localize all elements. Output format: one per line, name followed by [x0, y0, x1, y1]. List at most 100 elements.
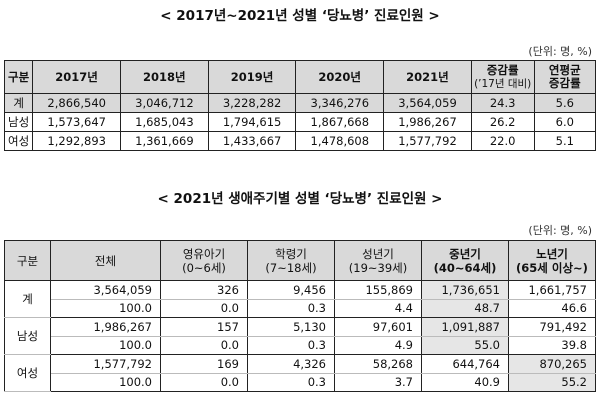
cell-value: 1,573,647	[32, 112, 121, 132]
cell-rate: 24.3	[470, 93, 535, 113]
cell-count: 1,091,887	[421, 317, 509, 337]
table1-header-row: 구분 2017년 2018년 2019년 2020년 2021년 증감률 (’1…	[3, 60, 597, 94]
header-infancy: 영유아기 (0~6세)	[160, 240, 248, 281]
header-middle-age: 중년기 (40~64세)	[421, 240, 509, 281]
cell-percent: 55.0	[421, 335, 509, 355]
cell-count: 9,456	[247, 280, 335, 300]
cell-avg-rate: 5.1	[533, 131, 597, 151]
header-annual-rate-line1: 연평균	[548, 63, 581, 77]
header-group-range: (65세 이상~)	[516, 260, 588, 275]
header-group-name: 중년기	[449, 246, 481, 261]
header-year-2021: 2021년	[383, 60, 472, 94]
yearly-patients-table: 구분 2017년 2018년 2019년 2020년 2021년 증감률 (’1…	[3, 60, 597, 151]
row-label: 여성	[3, 131, 34, 151]
cell-rate: 26.2	[470, 112, 535, 132]
cell-count: 5,130	[247, 317, 335, 337]
header-group-range: (19~39세)	[348, 260, 408, 275]
cell-value: 3,346,276	[295, 93, 385, 113]
header-group-name: 노년기	[536, 246, 568, 261]
table-row: 여성 1,292,893 1,361,669 1,433,667 1,478,6…	[3, 131, 597, 151]
cell-count: 1,661,757	[508, 280, 596, 300]
table-row: 남성 1,573,647 1,685,043 1,794,615 1,867,6…	[3, 112, 597, 132]
header-group-range: (40~64세)	[433, 260, 497, 275]
header-change-rate-basis: (’17년 대비)	[474, 77, 532, 90]
cell-value: 1,433,667	[207, 131, 297, 151]
table1-unit-note: (단위: 명, %)	[528, 45, 592, 58]
cell-value: 1,478,608	[295, 131, 385, 151]
cell-value: 2,866,540	[32, 93, 121, 113]
cell-value: 1,361,669	[119, 131, 209, 151]
cell-count: 326	[160, 280, 248, 300]
header-year-2018: 2018년	[119, 60, 209, 94]
cell-count: 3,564,059	[50, 280, 161, 300]
cell-percent: 3.7	[334, 372, 422, 392]
header-annual-rate-line2: 증감률	[548, 76, 581, 90]
cell-rate: 22.0	[470, 131, 535, 151]
header-year-2019: 2019년	[207, 60, 297, 94]
cell-percent: 0.0	[160, 298, 248, 318]
table-row: 100.0 0.0 0.3 3.7 40.9 55.2	[5, 372, 596, 392]
cell-value: 1,685,043	[119, 112, 209, 132]
cell-value: 1,577,792	[383, 131, 472, 151]
header-adulthood: 성년기 (19~39세)	[334, 240, 422, 281]
cell-count: 157	[160, 317, 248, 337]
header-group-range: (7~18세)	[265, 260, 317, 275]
cell-count: 1,736,651	[421, 280, 509, 300]
table-row: 계 2,866,540 3,046,712 3,228,282 3,346,27…	[3, 93, 597, 113]
cell-value: 1,986,267	[383, 112, 472, 132]
cell-count: 97,601	[334, 317, 422, 337]
row-label: 여성	[4, 354, 51, 392]
cell-percent: 0.0	[160, 335, 248, 355]
cell-percent: 4.4	[334, 298, 422, 318]
header-group-name: 성년기	[362, 246, 394, 261]
lifecycle-patients-table: 구분 전체 영유아기 (0~6세) 학령기 (7~18세) 성년기 (19~39…	[4, 240, 596, 392]
header-group-name: 영유아기	[182, 246, 226, 261]
cell-percent: 55.2	[508, 372, 596, 392]
table2-header-row: 구분 전체 영유아기 (0~6세) 학령기 (7~18세) 성년기 (19~39…	[4, 240, 596, 281]
cell-count: 1,986,267	[50, 317, 161, 337]
cell-percent: 100.0	[50, 372, 161, 392]
row-label: 남성	[3, 112, 34, 132]
cell-percent: 46.6	[508, 298, 596, 318]
cell-percent: 4.9	[334, 335, 422, 355]
cell-percent: 0.0	[160, 372, 248, 392]
table2-unit-note: (단위: 명, %)	[528, 224, 592, 237]
header-change-rate: 증감률 (’17년 대비)	[470, 60, 535, 94]
header-year-2017: 2017년	[32, 60, 121, 94]
cell-count: 644,764	[421, 354, 509, 374]
header-group-name: 학령기	[275, 246, 307, 261]
cell-value: 1,292,893	[32, 131, 121, 151]
row-label: 계	[4, 280, 51, 318]
cell-count: 58,268	[334, 354, 422, 374]
header-category: 구분	[4, 240, 51, 281]
header-category: 구분	[3, 60, 34, 94]
cell-count: 155,869	[334, 280, 422, 300]
header-total: 전체	[50, 240, 161, 281]
cell-value: 3,564,059	[383, 93, 472, 113]
cell-percent: 0.3	[247, 372, 335, 392]
cell-value: 3,046,712	[119, 93, 209, 113]
header-annual-rate: 연평균 증감률	[533, 60, 597, 94]
header-group-range: (0~6세)	[182, 260, 226, 275]
row-label: 계	[3, 93, 34, 113]
table2-title: < 2021년 생애주기별 성별 ‘당뇨병’ 진료인원 >	[157, 191, 443, 207]
cell-percent: 100.0	[50, 335, 161, 355]
table-row: 여성 1,577,792 169 4,326 58,268 644,764 87…	[4, 354, 596, 392]
cell-percent: 100.0	[50, 298, 161, 318]
cell-percent: 0.3	[247, 298, 335, 318]
table-row: 100.0 0.0 0.3 4.9 55.0 39.8	[5, 335, 596, 355]
cell-avg-rate: 6.0	[533, 112, 597, 132]
cell-percent: 39.8	[508, 335, 596, 355]
cell-count: 169	[160, 354, 248, 374]
header-year-2020: 2020년	[295, 60, 385, 94]
cell-value: 1,867,668	[295, 112, 385, 132]
header-old-age: 노년기 (65세 이상~)	[508, 240, 596, 281]
row-label: 남성	[4, 317, 51, 355]
cell-count: 4,326	[247, 354, 335, 374]
table-row: 계 3,564,059 326 9,456 155,869 1,736,651 …	[4, 280, 596, 318]
cell-percent: 0.3	[247, 335, 335, 355]
cell-percent: 40.9	[421, 372, 509, 392]
table-row: 남성 1,986,267 157 5,130 97,601 1,091,887 …	[4, 317, 596, 355]
cell-count: 870,265	[508, 354, 596, 374]
table-row: 100.0 0.0 0.3 4.4 48.7 46.6	[5, 298, 596, 318]
